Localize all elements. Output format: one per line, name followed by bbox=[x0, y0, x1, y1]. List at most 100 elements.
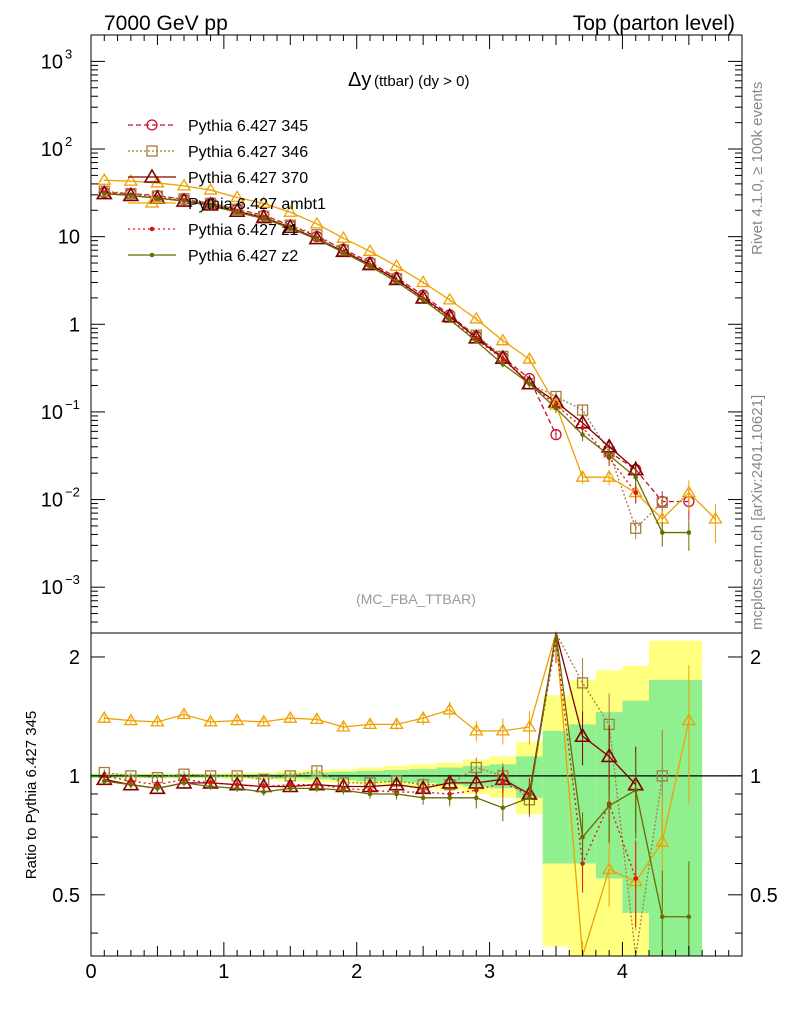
main-y-tick-exponent: 2 bbox=[65, 134, 72, 149]
ratio-data-point bbox=[606, 803, 612, 809]
plot-title-main: Δy bbox=[348, 69, 371, 91]
main-y-tick-exponent: −3 bbox=[65, 572, 80, 587]
ratio-y-tick-label-right: 0.5 bbox=[750, 885, 778, 907]
ratio-data-point bbox=[601, 862, 617, 874]
main-data-point bbox=[708, 511, 723, 524]
main-data-point bbox=[681, 485, 697, 498]
ratio-data-point bbox=[420, 795, 426, 801]
plot-title-sub: (ttbar) (dy > 0) bbox=[374, 73, 469, 90]
main-data-point bbox=[630, 522, 642, 534]
ratio-y-tick-label: 2 bbox=[69, 647, 80, 669]
ratio-data-point bbox=[580, 834, 585, 840]
main-data-point bbox=[521, 375, 538, 390]
main-data-point bbox=[601, 469, 617, 482]
ratio-data-point bbox=[150, 714, 165, 727]
legend-label: Pythia 6.427 370 bbox=[188, 170, 308, 187]
main-data-point bbox=[527, 381, 532, 386]
legend-marker bbox=[149, 226, 155, 232]
main-data-point bbox=[229, 190, 245, 203]
ratio-data-point bbox=[600, 747, 618, 763]
main-data-point bbox=[261, 216, 267, 222]
main-series-5 bbox=[101, 191, 692, 551]
legend-label: Pythia 6.427 z1 bbox=[188, 222, 298, 239]
ratio-data-point bbox=[97, 710, 112, 723]
main-data-point bbox=[287, 225, 293, 231]
ratio-data-point bbox=[656, 770, 668, 782]
main-series-line bbox=[104, 191, 557, 435]
ratio-y-tick-label: 1 bbox=[69, 766, 80, 788]
ratio-data-point bbox=[283, 710, 298, 723]
x-tick-label: 2 bbox=[351, 961, 362, 983]
ratio-data-point bbox=[234, 786, 240, 791]
ratio-data-point bbox=[261, 789, 267, 795]
main-data-point bbox=[97, 172, 112, 185]
main-data-point bbox=[255, 209, 273, 224]
main-series-line bbox=[104, 191, 637, 494]
legend-label: Pythia 6.427 z2 bbox=[188, 248, 298, 265]
main-data-point bbox=[388, 270, 405, 286]
ratio-data-point bbox=[208, 784, 213, 789]
main-data-point bbox=[203, 182, 218, 195]
main-y-tick-label: 10 bbox=[41, 490, 63, 512]
main-data-point bbox=[469, 311, 484, 324]
ratio-data-point bbox=[367, 791, 373, 797]
ratio-data-point bbox=[336, 719, 351, 732]
ratio-data-point bbox=[394, 791, 399, 797]
main-data-point bbox=[580, 432, 585, 437]
ratio-frame bbox=[90, 632, 743, 957]
main-y-tick-exponent: −2 bbox=[65, 485, 80, 500]
ratio-data-point bbox=[389, 717, 404, 730]
main-data-point bbox=[367, 263, 373, 269]
main-data-point bbox=[256, 196, 271, 208]
main-data-point bbox=[309, 216, 325, 229]
ratio-y-tick-label-right: 1 bbox=[750, 766, 761, 788]
main-data-point bbox=[575, 469, 590, 482]
main-data-point bbox=[122, 186, 140, 202]
main-data-point bbox=[95, 184, 113, 200]
legend-item: Pythia 6.427 370 bbox=[128, 168, 308, 187]
ratio-y-tick-label: 0.5 bbox=[52, 885, 80, 907]
process-label: Top (parton level) bbox=[573, 12, 735, 35]
main-y-tick-exponent: −1 bbox=[65, 397, 80, 412]
main-data-point bbox=[336, 230, 351, 243]
mcplots-reference-label: mcplots.cern.ch [arXiv:2401.10621] bbox=[749, 395, 766, 630]
ratio-data-point bbox=[659, 914, 665, 920]
ratio-data-point bbox=[633, 787, 639, 793]
ratio-data-point bbox=[633, 876, 639, 881]
ratio-series-line bbox=[104, 630, 663, 957]
ratio-series-2 bbox=[97, 632, 697, 957]
main-data-point bbox=[580, 425, 585, 431]
main-data-point bbox=[500, 361, 506, 367]
main-plot-marks bbox=[95, 172, 723, 551]
ratio-data-point bbox=[175, 774, 193, 789]
main-data-point bbox=[362, 244, 378, 256]
main-data-point bbox=[283, 204, 298, 217]
legend-marker bbox=[144, 195, 160, 208]
main-series-line bbox=[104, 192, 689, 534]
main-data-point bbox=[495, 333, 511, 346]
main-data-point bbox=[155, 195, 160, 201]
main-data-point bbox=[656, 496, 668, 508]
legend-item: Pythia 6.427 345 bbox=[128, 118, 308, 135]
legend-marker bbox=[149, 252, 155, 258]
legend-item: Pythia 6.427 z1 bbox=[128, 222, 298, 239]
ratio-data-point bbox=[231, 770, 243, 782]
ratio-y-tick-label-right: 2 bbox=[750, 647, 761, 669]
ratio-data-point bbox=[287, 786, 293, 791]
main-data-point bbox=[394, 279, 399, 285]
ratio-y-axis-label: Ratio to Pythia 6.427 345 bbox=[23, 711, 40, 879]
ratio-data-point bbox=[681, 713, 697, 726]
x-tick-label: 3 bbox=[484, 961, 495, 983]
ratio-data-point bbox=[500, 780, 506, 786]
ratio-data-point bbox=[229, 713, 245, 726]
x-tick-label: 4 bbox=[617, 961, 628, 983]
main-data-point bbox=[176, 178, 192, 191]
legend-item: Pythia 6.427 z2 bbox=[128, 248, 298, 265]
main-data-point bbox=[202, 196, 219, 211]
legend: Pythia 6.427 345 Pythia 6.427 346 Pythia 6… bbox=[128, 118, 326, 265]
main-data-point bbox=[314, 237, 320, 242]
ratio-data-point bbox=[101, 778, 107, 784]
